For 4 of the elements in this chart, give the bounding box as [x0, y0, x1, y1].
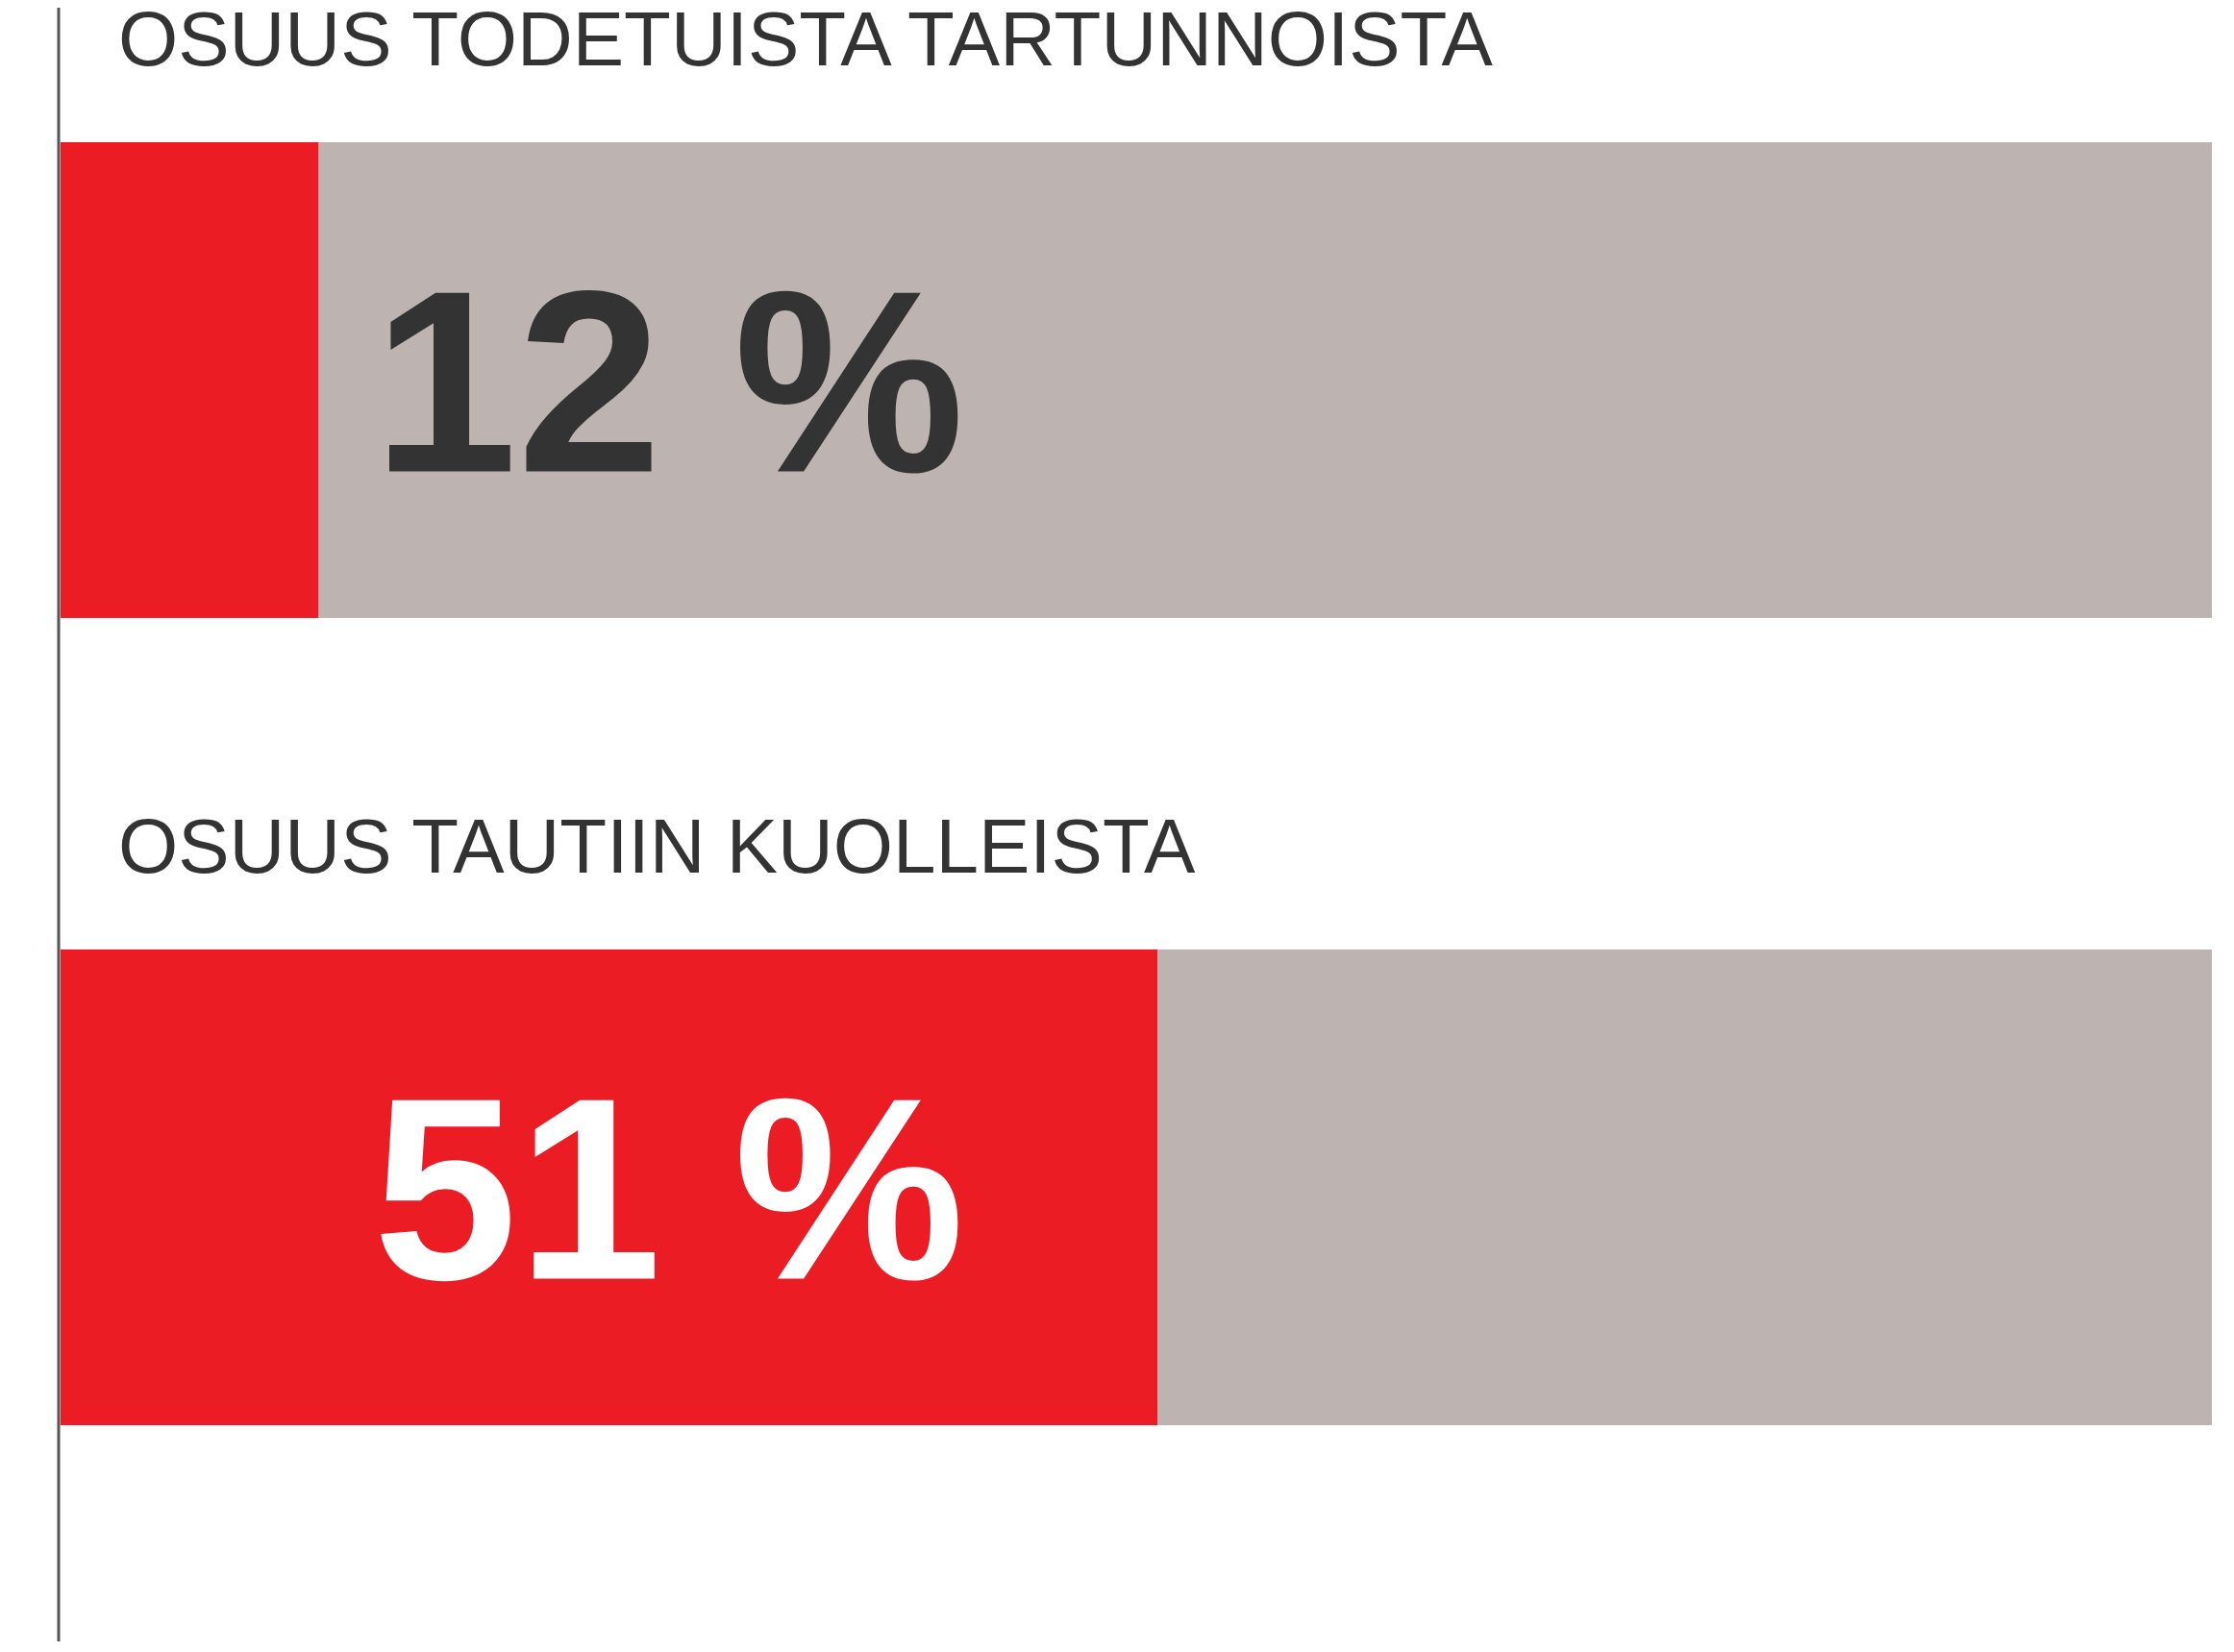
data-label: 51 % — [373, 1044, 965, 1334]
y-tick-label: OSUUS TODETUISTA TARTUNNOISTA — [118, 0, 1494, 82]
data-label: 12 % — [373, 236, 965, 527]
y-tick-label: OSUUS TAUTIIN KUOLLEISTA — [118, 803, 1196, 889]
